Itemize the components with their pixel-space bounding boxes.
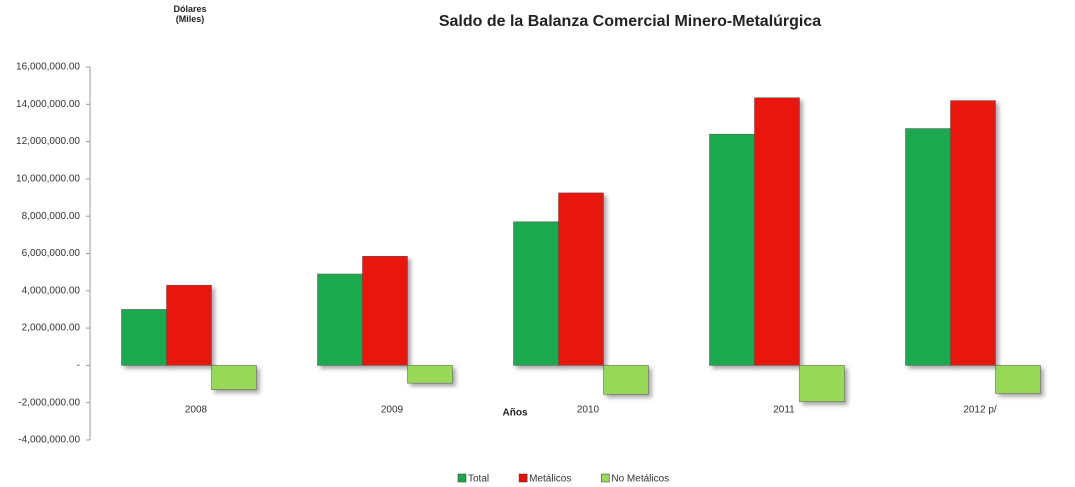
y-tick-label: 6,000,000.00 bbox=[22, 248, 81, 259]
bar bbox=[603, 365, 649, 395]
x-tick-label: 2009 bbox=[381, 405, 404, 416]
bar bbox=[317, 273, 363, 366]
y-tick-label: 8,000,000.00 bbox=[22, 211, 81, 222]
legend-label: No Metálicos bbox=[611, 474, 669, 485]
x-axis-title: Años bbox=[503, 408, 528, 419]
bar bbox=[950, 100, 996, 366]
bar bbox=[905, 128, 951, 366]
y-tick-label: 12,000,000.00 bbox=[16, 136, 80, 147]
legend-label: Metálicos bbox=[529, 474, 571, 485]
y-tick-label: 4,000,000.00 bbox=[22, 285, 81, 296]
bar bbox=[211, 365, 257, 390]
y-tick-label: 2,000,000.00 bbox=[22, 323, 81, 334]
x-tick-label: 2011 bbox=[773, 405, 795, 416]
bar bbox=[407, 365, 453, 384]
bar bbox=[799, 365, 845, 403]
x-tick-label: 2012 p/ bbox=[963, 405, 997, 416]
bar bbox=[709, 133, 755, 366]
chart-title: Saldo de la Balanza Comercial Minero-Met… bbox=[439, 13, 821, 30]
bar bbox=[995, 365, 1041, 394]
y-tick-label: -4,000,000.00 bbox=[18, 435, 80, 446]
legend-swatch bbox=[518, 473, 528, 483]
y-tick-label: 16,000,000.00 bbox=[16, 62, 80, 73]
bar bbox=[166, 284, 212, 366]
y-tick-label: -2,000,000.00 bbox=[18, 397, 80, 408]
y-tick-label: 10,000,000.00 bbox=[16, 174, 80, 185]
legend-label: Total bbox=[468, 474, 489, 485]
x-tick-label: 2008 bbox=[185, 405, 208, 416]
bar bbox=[754, 97, 800, 366]
y-tick-label: - bbox=[77, 360, 80, 371]
legend-swatch bbox=[601, 473, 610, 483]
bar bbox=[513, 221, 559, 366]
y-tick-label: 14,000,000.00 bbox=[16, 99, 80, 110]
bar bbox=[362, 256, 408, 366]
legend-swatch bbox=[457, 473, 467, 483]
x-tick-label: 2010 bbox=[577, 405, 600, 416]
y-axis-title: Dólares (Miles) bbox=[173, 4, 207, 24]
bar bbox=[558, 192, 604, 366]
bar bbox=[121, 309, 167, 366]
y-axis-title-box: Dólares (Miles) bbox=[173, 4, 207, 24]
